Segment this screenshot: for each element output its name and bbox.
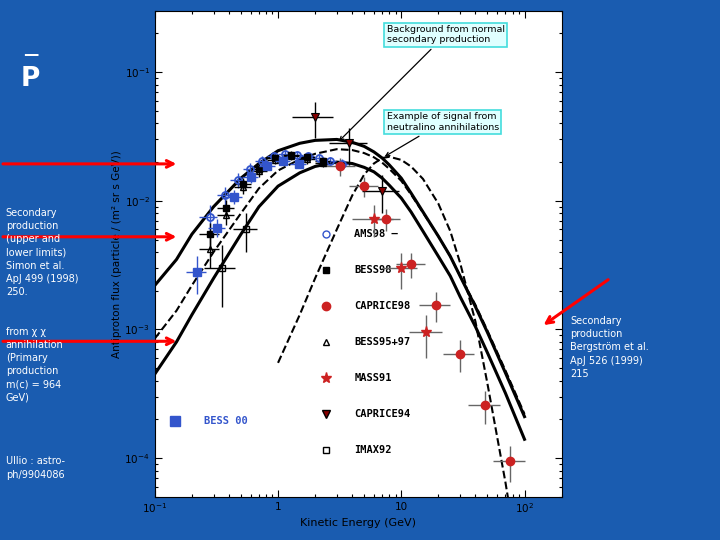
Text: Secondary
production
Bergström et al.
ApJ 526 (1999)
215: Secondary production Bergström et al. Ap… [570, 316, 649, 379]
Text: Background from normal
secondary production: Background from normal secondary product… [340, 25, 505, 140]
Text: P: P [20, 66, 40, 92]
Text: MASS91: MASS91 [354, 373, 392, 383]
Text: Ullio : astro-
ph/9904086: Ullio : astro- ph/9904086 [6, 456, 65, 480]
Text: —: — [23, 48, 38, 63]
Y-axis label: Antiproton flux (particle / (m² sr s GeV)): Antiproton flux (particle / (m² sr s GeV… [112, 150, 122, 357]
Text: BESS95+97: BESS95+97 [354, 338, 410, 347]
Text: Secondary
production
(upper and
lower limits)
Simon et al.
ApJ 499 (1998)
250.: Secondary production (upper and lower li… [6, 208, 78, 297]
Text: BESS 00: BESS 00 [204, 416, 248, 427]
Text: IMAX92: IMAX92 [354, 445, 392, 455]
X-axis label: Kinetic Energy (GeV): Kinetic Energy (GeV) [300, 518, 416, 528]
Text: BESS98: BESS98 [354, 265, 392, 275]
Text: from χ χ
annihilation
(Primary
production
m(c) = 964
GeV): from χ χ annihilation (Primary productio… [6, 327, 63, 403]
Text: AMS98 –: AMS98 – [354, 230, 398, 239]
Text: Example of signal from
neutralino annihilations: Example of signal from neutralino annihi… [386, 112, 499, 156]
Text: CAPRICE94: CAPRICE94 [354, 409, 410, 419]
Text: CAPRICE98: CAPRICE98 [354, 301, 410, 311]
